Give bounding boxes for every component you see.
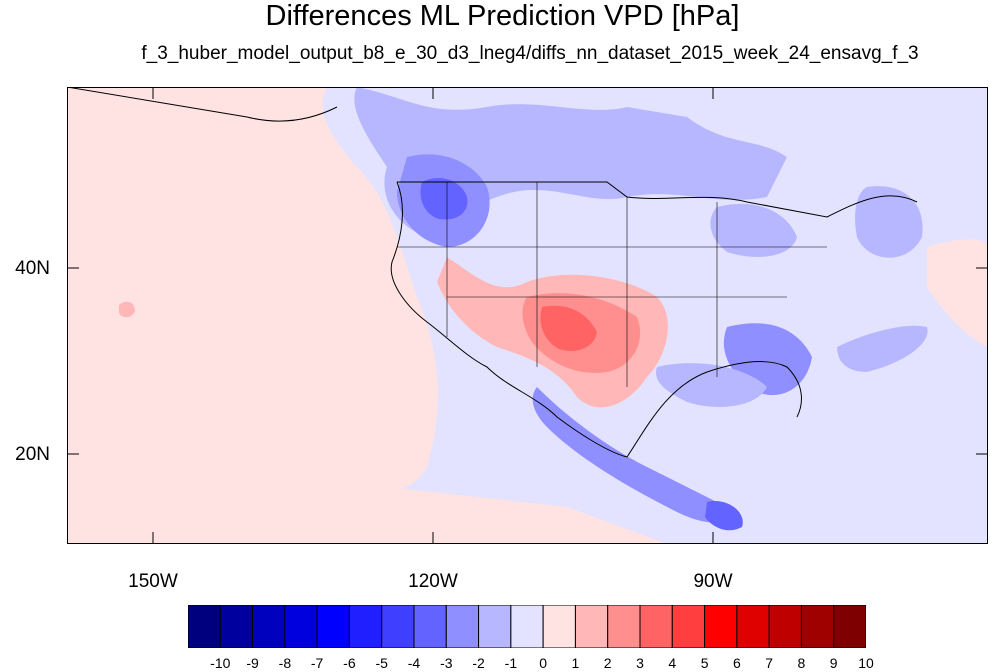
colorbar-tick-label: -9 <box>246 655 259 671</box>
lon-label-120w: 120W <box>408 571 458 592</box>
colorbar-tick-label: 6 <box>732 655 741 671</box>
map-border <box>67 87 988 544</box>
colorbar-swatch <box>607 605 641 648</box>
colorbar-swatch <box>316 605 350 648</box>
colorbar-swatch <box>704 605 738 648</box>
colorbar-swatch <box>833 605 866 648</box>
state-borders <box>397 182 827 387</box>
colorbar-tick-label: -3 <box>440 655 453 671</box>
atlantic-negative-streak <box>837 325 928 372</box>
colorbar-tick-label: -2 <box>472 655 485 671</box>
colorbar-tick-label: 5 <box>700 655 709 671</box>
hawaii-positive-dot <box>119 301 135 318</box>
map-panel <box>67 87 988 544</box>
colorbar-tick-label: 9 <box>829 655 838 671</box>
map-subtitle: f_3_huber_model_output_b8_e_30_d3_lneg4/… <box>141 43 919 64</box>
northeast-negative <box>855 186 923 258</box>
colorbar-tick-label: -4 <box>407 655 421 671</box>
colorbar-tick-label: -7 <box>310 655 324 671</box>
great-lakes-negative <box>710 203 797 257</box>
colorbar-swatch <box>736 605 770 648</box>
southwest-strong-positive <box>540 305 597 352</box>
northwest-strong-negative <box>420 177 468 220</box>
lon-label-150w: 150W <box>128 571 178 592</box>
colorbar <box>188 605 866 648</box>
map-title: Differences ML Prediction VPD [hPa] <box>265 0 740 32</box>
coastline-outline <box>67 87 918 458</box>
colorbar-tick-label: -5 <box>375 655 388 671</box>
colorbar-tick-label: -8 <box>278 655 292 671</box>
colorbar-tick-label: 1 <box>571 655 580 671</box>
colorbar-swatch <box>768 605 802 648</box>
colorbar-swatch <box>671 605 706 648</box>
lat-label-40n: 40N <box>15 258 50 279</box>
lon-label-90w: 90W <box>693 571 733 592</box>
colorbar-tick-label: 0 <box>539 655 547 671</box>
colorbar-swatch <box>510 605 544 648</box>
central-america-negative <box>705 501 743 531</box>
colorbar-swatch <box>381 605 415 648</box>
axis-ticks <box>67 87 988 544</box>
mexico-coast-negative <box>532 387 729 523</box>
colorbar-swatch <box>445 605 480 648</box>
colorbar-tick-label: -6 <box>343 655 356 671</box>
vpd-difference-map <box>67 87 988 544</box>
atlantic-positive-patch <box>927 239 988 347</box>
colorbar-swatch <box>252 605 286 648</box>
colorbar-tick-label: -10 <box>210 655 231 671</box>
pacific-positive-tail <box>67 387 667 544</box>
colorbar-swatch <box>348 605 383 648</box>
lat-label-20n: 20N <box>15 444 50 465</box>
colorbar-swatch <box>413 605 447 648</box>
colorbar-swatch <box>478 605 512 648</box>
colorbar-swatch <box>542 605 576 648</box>
colorbar-tick-label: 7 <box>765 655 773 671</box>
colorbar-swatch <box>639 605 673 648</box>
colorbar-swatch <box>284 605 318 648</box>
colorbar-tick-label: 10 <box>858 655 874 671</box>
colorbar-tick-label: 2 <box>603 655 612 671</box>
colorbar-swatch <box>574 605 609 648</box>
gulf-negative <box>656 363 767 407</box>
colorbar-swatch <box>188 605 221 648</box>
colorbar-swatch <box>219 605 254 648</box>
colorbar-tick-label: 8 <box>797 655 806 671</box>
colorbar-swatch <box>800 605 835 648</box>
colorbar-tick-label: 4 <box>668 655 677 671</box>
pacific-positive-region <box>67 87 438 507</box>
colorbar-tick-label: 3 <box>636 655 644 671</box>
colorbar-tick-label: -1 <box>504 655 518 671</box>
